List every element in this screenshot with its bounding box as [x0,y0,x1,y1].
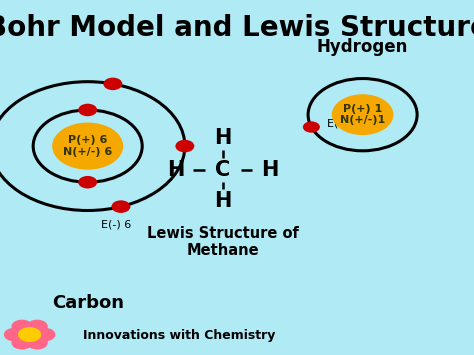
Text: Hydrogen: Hydrogen [317,38,408,56]
Circle shape [12,320,32,333]
Text: Innovations with Chemistry: Innovations with Chemistry [83,329,275,342]
Circle shape [111,200,130,213]
Circle shape [18,328,40,342]
Circle shape [303,121,320,133]
Circle shape [52,122,123,170]
Text: E(-) 1: E(-) 1 [327,119,357,129]
Text: H: H [262,160,279,180]
Text: P(+) 1
N(+/-)1: P(+) 1 N(+/-)1 [340,104,385,125]
Circle shape [12,337,32,349]
Circle shape [35,328,55,341]
Text: H: H [214,128,231,148]
Circle shape [27,337,47,349]
Circle shape [78,104,97,116]
Circle shape [332,94,393,135]
Text: Bohr Model and Lewis Structure: Bohr Model and Lewis Structure [0,14,474,42]
Text: C: C [215,160,230,180]
Circle shape [78,176,97,189]
Text: P(+) 6
N(+/-) 6: P(+) 6 N(+/-) 6 [63,135,112,157]
Text: Lewis Structure of
Methane: Lewis Structure of Methane [147,226,299,258]
Circle shape [175,140,194,152]
Text: H: H [214,191,231,211]
Circle shape [27,320,47,333]
Text: H: H [167,160,184,180]
Circle shape [5,328,24,341]
Text: Carbon: Carbon [52,294,124,312]
Circle shape [103,78,122,90]
Text: E(-) 6: E(-) 6 [101,220,131,230]
